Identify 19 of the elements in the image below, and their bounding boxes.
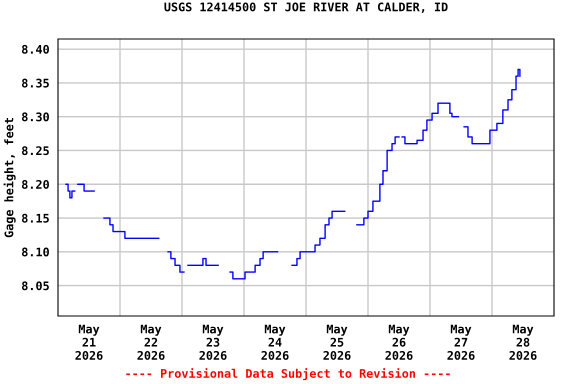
chart-title: USGS 12414500 ST JOE RIVER AT CALDER, ID [164, 2, 448, 13]
y-tick-label: 8.10 [22, 248, 49, 256]
text: ---- Provisional Data Subject to Revision ---- [126, 368, 450, 380]
x-tick-label: May 22 2026 [137, 324, 165, 360]
x-tick-label: May 25 2026 [323, 324, 351, 360]
x-tick-label: May 21 2026 [75, 324, 103, 360]
x-tick-label: May 26 2026 [385, 324, 413, 360]
x-tick-label: May 24 2026 [261, 324, 289, 360]
y-tick-label: 8.40 [22, 44, 49, 54]
x-tick-label: May 27 2026 [447, 324, 475, 360]
x-tick-label: May 23 2026 [199, 324, 227, 360]
y-tick-label: 8.20 [22, 180, 49, 189]
y-tick-label: 8.05 [22, 281, 49, 290]
y-tick-label: 8.25 [22, 146, 49, 156]
y-tick-label: 8.35 [22, 78, 49, 88]
x-tick-label: May 28 2026 [509, 324, 537, 360]
y-tick-label: 8.30 [22, 112, 49, 122]
y-tick-label: 8.15 [22, 214, 49, 223]
y-axis-title: Gage height, feet [4, 118, 16, 238]
